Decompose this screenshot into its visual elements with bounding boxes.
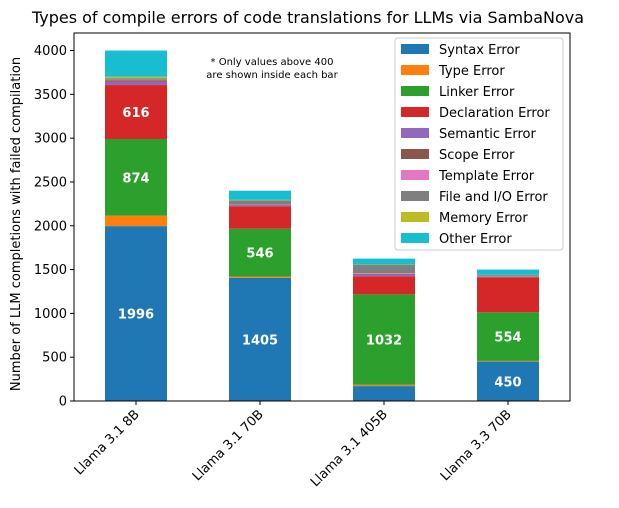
bar-segment bbox=[105, 50, 167, 77]
plot-frame bbox=[73, 32, 571, 402]
annotation-note: * Only values above 400 are shown inside… bbox=[206, 57, 338, 81]
legend-label: Declaration Error bbox=[439, 106, 550, 121]
bar-segment bbox=[105, 81, 167, 86]
bar-segment bbox=[105, 85, 167, 140]
bar-segment bbox=[353, 384, 415, 387]
bar-value-label: 1996 bbox=[118, 308, 154, 323]
bar-segment bbox=[229, 205, 291, 207]
legend-label: Type Error bbox=[438, 64, 505, 79]
bar-segment bbox=[353, 274, 415, 277]
bar-segment bbox=[353, 386, 415, 401]
bar-segment bbox=[229, 200, 291, 205]
y-tick-label: 2000 bbox=[34, 219, 67, 234]
legend-label: Linker Error bbox=[439, 85, 515, 100]
bar-segment bbox=[353, 265, 415, 274]
annotation-line-1: * Only values above 400 bbox=[211, 57, 334, 68]
bars-layer bbox=[105, 50, 539, 401]
bar-segment bbox=[229, 206, 291, 229]
legend-label: Semantic Error bbox=[439, 127, 536, 142]
y-tick-label: 3000 bbox=[34, 132, 67, 147]
legend-swatch bbox=[401, 128, 429, 138]
legend-label: File and I/O Error bbox=[439, 190, 548, 205]
bar-segment bbox=[229, 276, 291, 278]
bar-value-label: 546 bbox=[246, 247, 273, 262]
bar-segment bbox=[229, 190, 291, 200]
legend-label: Scope Error bbox=[439, 148, 515, 163]
legend-swatch bbox=[401, 233, 429, 243]
bar-segment bbox=[105, 76, 167, 79]
bar-segment bbox=[353, 294, 415, 385]
bar-segment bbox=[477, 277, 539, 313]
chart-title: Types of compile errors of code translat… bbox=[31, 8, 584, 27]
bar-segment bbox=[477, 361, 539, 401]
legend-swatch bbox=[401, 86, 429, 96]
legend-swatch bbox=[401, 149, 429, 159]
x-tick-label: Llama 3.3 70B bbox=[438, 407, 515, 484]
bar-segment bbox=[477, 269, 539, 275]
legend: Syntax Error Type Error Linker Error Declar… bbox=[394, 37, 564, 251]
bar-segment bbox=[105, 215, 167, 227]
legend-swatch bbox=[401, 212, 429, 222]
x-axis: Llama 3.1 8B Llama 3.1 70B Llama 3.1 405B L… bbox=[72, 401, 515, 490]
bar-labels-layer: 1996 874 616 1405 546 1032 450 554 bbox=[118, 106, 522, 390]
y-tick-label: 4000 bbox=[34, 44, 67, 59]
y-tick-label: 0 bbox=[59, 395, 67, 410]
y-tick-label: 1000 bbox=[34, 307, 67, 322]
bar-value-label: 1032 bbox=[366, 334, 402, 349]
legend-frame bbox=[394, 37, 564, 251]
legend-label: Syntax Error bbox=[439, 43, 520, 58]
bar-value-label: 450 bbox=[494, 375, 521, 390]
y-tick-label: 500 bbox=[42, 351, 67, 366]
legend-swatch bbox=[401, 65, 429, 75]
bar-segment bbox=[229, 277, 291, 401]
legend-swatch bbox=[401, 107, 429, 117]
bar-segment bbox=[229, 228, 291, 277]
y-axis-label: Number of LLM completions with failed co… bbox=[9, 57, 24, 391]
legend-swatch bbox=[401, 44, 429, 54]
legend-swatch bbox=[401, 191, 429, 201]
x-tick-label: Llama 3.1 8B bbox=[72, 407, 143, 478]
bar-value-label: 554 bbox=[494, 331, 521, 346]
annotation-line-2: are shown inside each bar bbox=[206, 70, 338, 81]
legend-label: Memory Error bbox=[439, 211, 528, 226]
bar-segment bbox=[477, 275, 539, 277]
bar-segment bbox=[105, 78, 167, 80]
legend-label: Template Error bbox=[438, 169, 535, 184]
x-tick-label: Llama 3.1 70B bbox=[190, 407, 267, 484]
bar-value-label: 616 bbox=[122, 106, 149, 121]
bar-value-label: 1405 bbox=[242, 333, 278, 348]
legend-label: Other Error bbox=[439, 232, 512, 247]
bar-segment bbox=[477, 360, 539, 362]
y-tick-label: 3500 bbox=[34, 88, 67, 103]
bar-segment bbox=[353, 276, 415, 295]
bar-segment bbox=[105, 139, 167, 216]
bar-segment bbox=[105, 80, 167, 82]
legend-swatch bbox=[401, 170, 429, 180]
bar-segment bbox=[353, 273, 415, 275]
bar-segment bbox=[353, 258, 415, 265]
y-tick-label: 1500 bbox=[34, 263, 67, 278]
y-tick-label: 2500 bbox=[34, 175, 67, 190]
bar-segment bbox=[477, 312, 539, 361]
bar-segment bbox=[105, 226, 167, 401]
x-tick-label: Llama 3.1 405B bbox=[308, 407, 391, 490]
bar-value-label: 874 bbox=[122, 171, 149, 186]
y-axis: 0 500 1000 1500 2000 2500 3000 3500 4000 bbox=[34, 44, 74, 410]
